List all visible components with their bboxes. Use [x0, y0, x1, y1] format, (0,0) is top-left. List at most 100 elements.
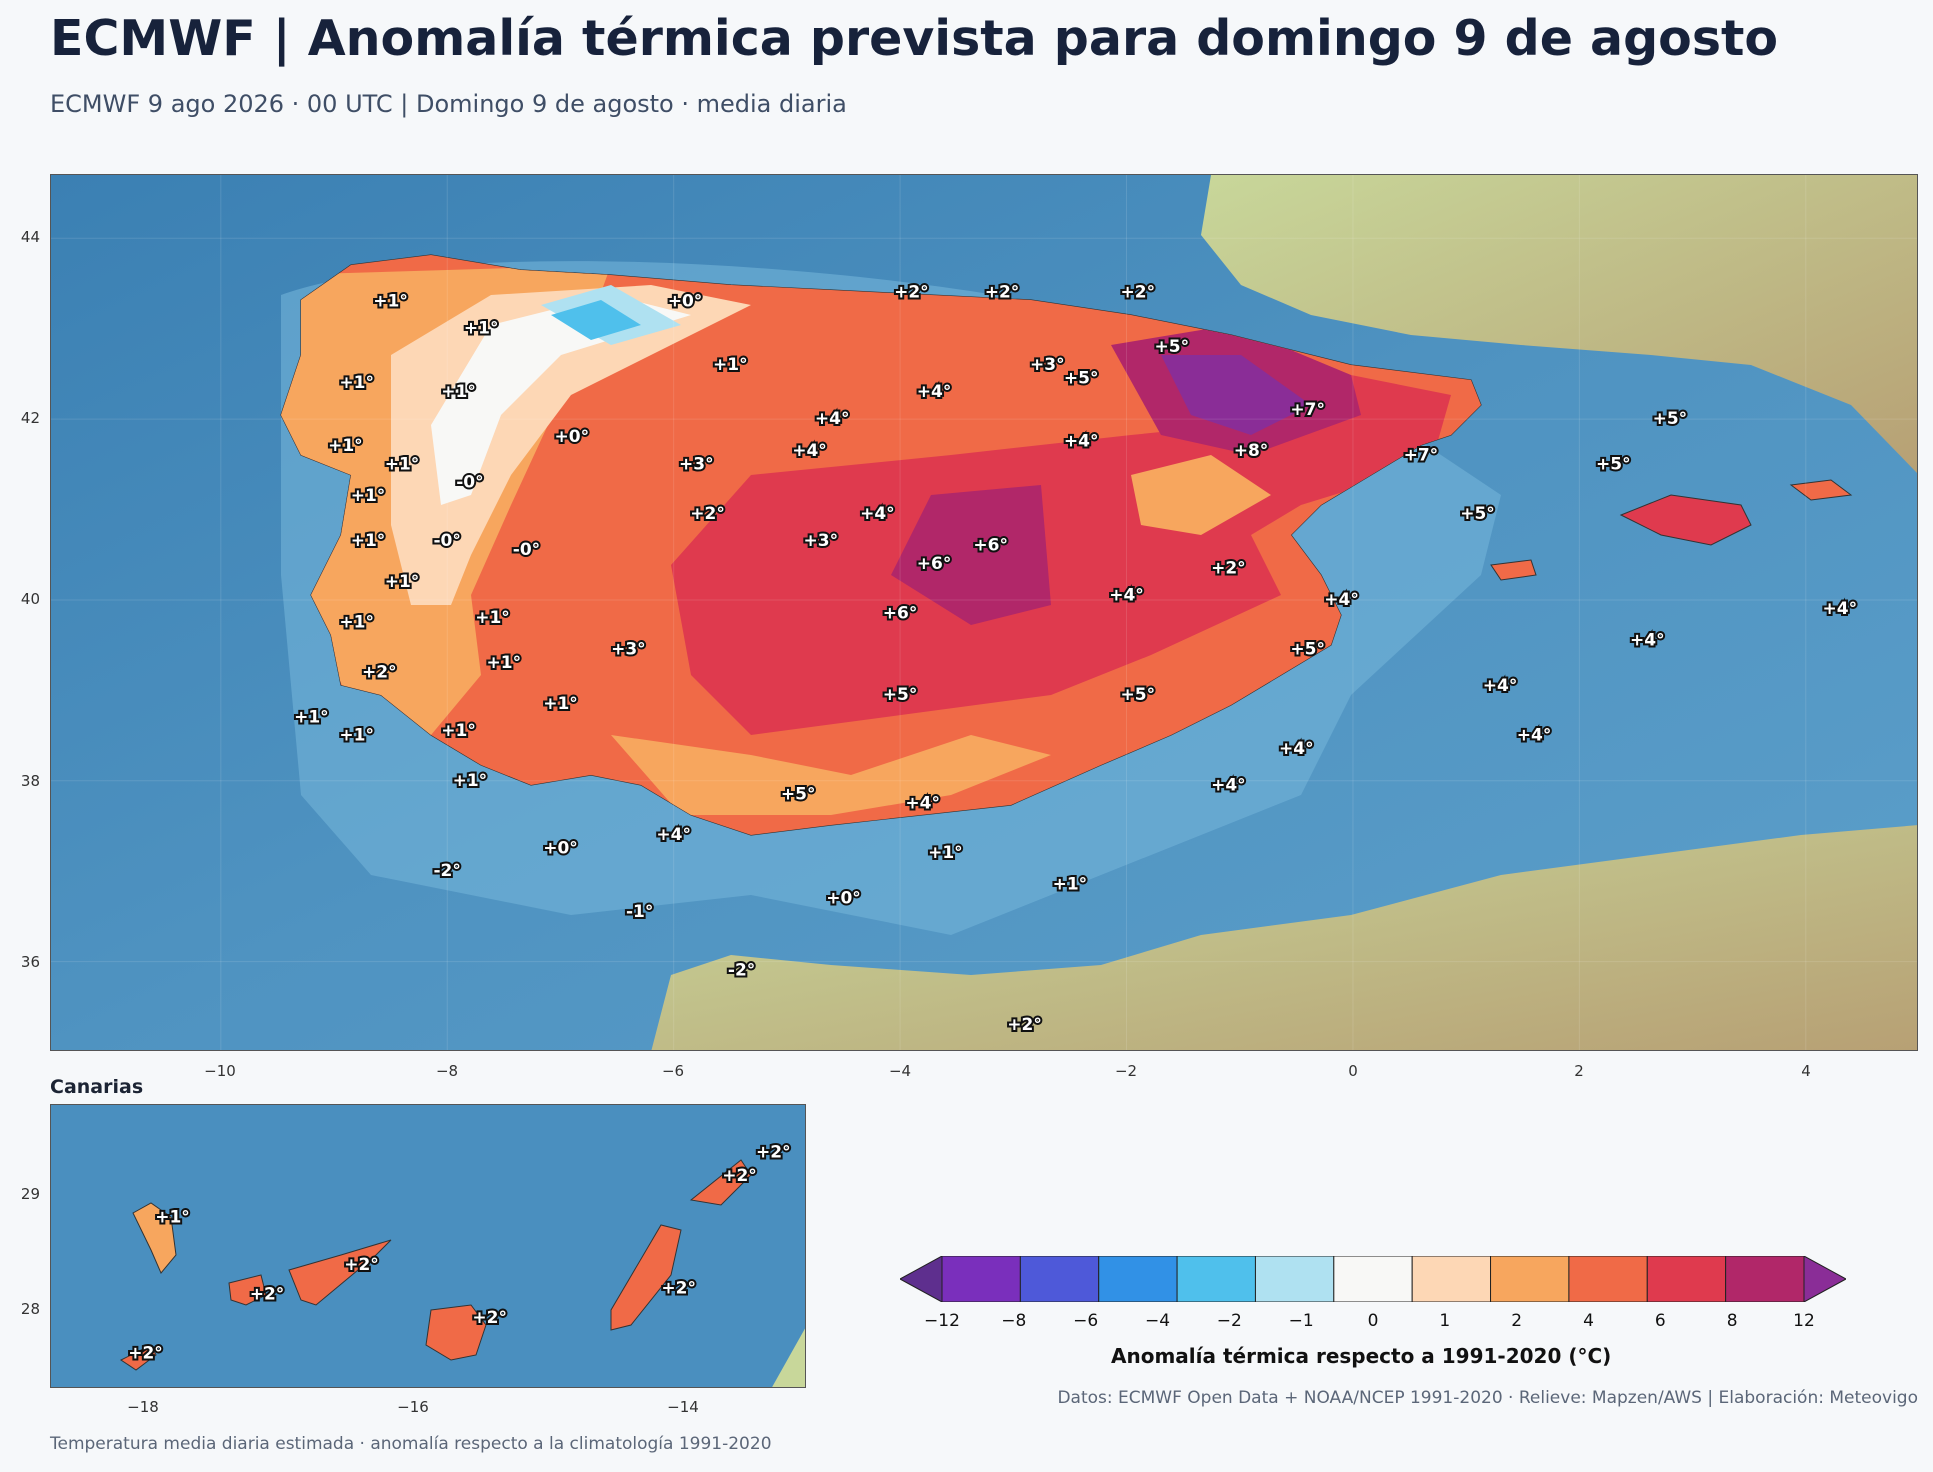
el-hierro-island: [120, 1344, 157, 1371]
main-xtick-0: 0: [1348, 1062, 1358, 1080]
main-anomaly-label: +6°: [917, 554, 952, 574]
inset-anomaly-label: +2°: [756, 1142, 791, 1162]
inset-anomaly-label: +2°: [472, 1308, 507, 1328]
main-anomaly-label: +5°: [1653, 409, 1688, 429]
fuerteventura-island: [610, 1224, 682, 1331]
main-xtick-m6: −6: [661, 1062, 685, 1080]
main-anomaly-label: +1°: [339, 613, 374, 633]
main-anomaly-label: +3°: [679, 454, 714, 474]
tenerife-island: [288, 1239, 392, 1306]
main-anomaly-label: +2°: [985, 283, 1020, 303]
main-anomaly-label: +4°: [1064, 432, 1099, 452]
colorbar-segment: [1725, 1256, 1805, 1302]
main-anomaly-label: +4°: [1279, 739, 1314, 759]
inset-anomaly-label: +2°: [722, 1166, 757, 1186]
data-credits: Datos: ECMWF Open Data + NOAA/NCEP 1991-…: [1057, 1388, 1918, 1408]
main-anomaly-label: +5°: [1596, 454, 1631, 474]
main-anomaly-label: +5°: [781, 784, 816, 804]
main-anomaly-label: +2°: [1007, 1015, 1042, 1035]
main-anomaly-label: +1°: [294, 708, 329, 728]
colorbar-tick-label: −12: [924, 1311, 960, 1331]
colorbar-tick-label: −8: [1001, 1311, 1027, 1331]
colorbar-tick-label: 8: [1726, 1311, 1738, 1331]
colorbar-segments: [900, 1256, 1846, 1302]
inset-anomaly-label: +1°: [155, 1207, 190, 1227]
colorbar-segment: [1568, 1256, 1648, 1302]
colorbar-segment: [1411, 1256, 1492, 1302]
main-anomaly-label: +2°: [1211, 558, 1246, 578]
main-anomaly-label: +7°: [1404, 445, 1439, 465]
page-title: ECMWF | Anomalía térmica prevista para d…: [50, 10, 1779, 67]
mallorca-island: [1619, 494, 1752, 546]
main-map-canvas: +1° +0° +2° +2° +2° +1° +5° +1° +3° +5° +1° +1° +4° +…: [51, 175, 1917, 1050]
main-anomaly-label: +6°: [883, 604, 918, 624]
main-anomaly-label: +3°: [804, 531, 839, 551]
main-anomaly-label: +2°: [362, 662, 397, 682]
canarias-inset-map[interactable]: +1° +2° +2° +2° +2° +2° +2° +2°: [50, 1104, 806, 1388]
main-anomaly-label: +4°: [905, 793, 940, 813]
africa-land: [651, 825, 1917, 1050]
main-anomaly-label: -2°: [728, 961, 755, 981]
main-anomaly-label: +1°: [373, 292, 408, 312]
colorbar-tick-label: −1: [1288, 1311, 1314, 1331]
main-ytick-40: 40: [20, 590, 40, 608]
colorbar-tick-label: 6: [1654, 1311, 1666, 1331]
main-anomaly-label: +5°: [1155, 337, 1190, 357]
main-xtick-4: 4: [1801, 1062, 1811, 1080]
main-anomaly-label: +1°: [928, 843, 963, 863]
main-anomaly-label: +1°: [339, 373, 374, 393]
france-land: [1201, 175, 1917, 473]
main-anomaly-label: +4°: [1483, 676, 1518, 696]
main-anomaly-label: -0°: [434, 531, 461, 551]
main-anomaly-label: +1°: [385, 454, 420, 474]
main-anomaly-label: +0°: [555, 427, 590, 447]
inset-ytick-29: 29: [20, 1185, 40, 1203]
colorbar-segment: [1490, 1256, 1570, 1302]
inset-anomaly-label: +2°: [661, 1278, 696, 1298]
colorbar-label: Anomalía térmica respecto a 1991-2020 (°…: [1111, 1344, 1612, 1368]
inset-xtick-m18: −18: [127, 1398, 159, 1416]
main-anomaly-label: -0°: [456, 472, 483, 492]
colorbar-segment: [1254, 1256, 1335, 1302]
main-anomaly-label: +5°: [1121, 685, 1156, 705]
main-anomaly-label: +4°: [917, 382, 952, 402]
main-anomaly-label: +4°: [1109, 585, 1144, 605]
inset-title: Canarias: [50, 1076, 144, 1098]
main-anomaly-label: +4°: [656, 825, 691, 845]
inset-xtick-m16: −16: [397, 1398, 429, 1416]
main-xtick-m10: −10: [204, 1062, 236, 1080]
main-map[interactable]: +1° +0° +2° +2° +2° +1° +5° +1° +3° +5° +1° +1° +4° +…: [50, 174, 1918, 1051]
main-anomaly-label: +0°: [668, 292, 703, 312]
main-anomaly-label: +3°: [1030, 355, 1065, 375]
inset-map-labels: +1° +2° +2° +2° +2° +2° +2° +2°: [126, 1140, 792, 1365]
main-anomaly-label: +0°: [826, 888, 861, 908]
colorbar-tick-label: 0: [1367, 1311, 1379, 1331]
main-anomaly-label: +4°: [1823, 599, 1858, 619]
main-anomaly-label: +1°: [543, 694, 578, 714]
colorbar-segment: [1176, 1256, 1256, 1302]
main-anomaly-label: -0°: [513, 540, 540, 560]
colorbar-tick-label: −2: [1216, 1311, 1242, 1331]
main-anomaly-label: +8°: [1234, 441, 1269, 461]
main-anomaly-label: +2°: [894, 283, 929, 303]
colorbar-tick-label: 12: [1793, 1311, 1815, 1331]
main-anomaly-label: +1°: [713, 355, 748, 375]
inset-anomaly-label: +2°: [250, 1284, 285, 1304]
main-anomaly-label: +3°: [611, 640, 646, 660]
main-anomaly-label: +1°: [441, 382, 476, 402]
inset-anomaly-label: +2°: [128, 1344, 163, 1364]
main-anomaly-label: +4°: [815, 409, 850, 429]
gran-canaria-island: [425, 1304, 487, 1361]
ibiza-island: [1490, 559, 1537, 581]
main-anomaly-label: +4°: [860, 504, 895, 524]
colorbar-segment: [941, 1256, 1021, 1302]
main-anomaly-label: +1°: [453, 771, 488, 791]
main-anomaly-label: +1°: [328, 436, 363, 456]
main-anomaly-label: -2°: [434, 861, 461, 881]
colorbar-segment: [900, 1256, 943, 1302]
main-anomaly-label: +4°: [1211, 775, 1246, 795]
main-ytick-36: 36: [20, 953, 40, 971]
main-ytick-44: 44: [20, 228, 40, 246]
main-anomaly-label: +1°: [1053, 875, 1088, 895]
colorbar-tick-label: 1: [1439, 1311, 1451, 1331]
